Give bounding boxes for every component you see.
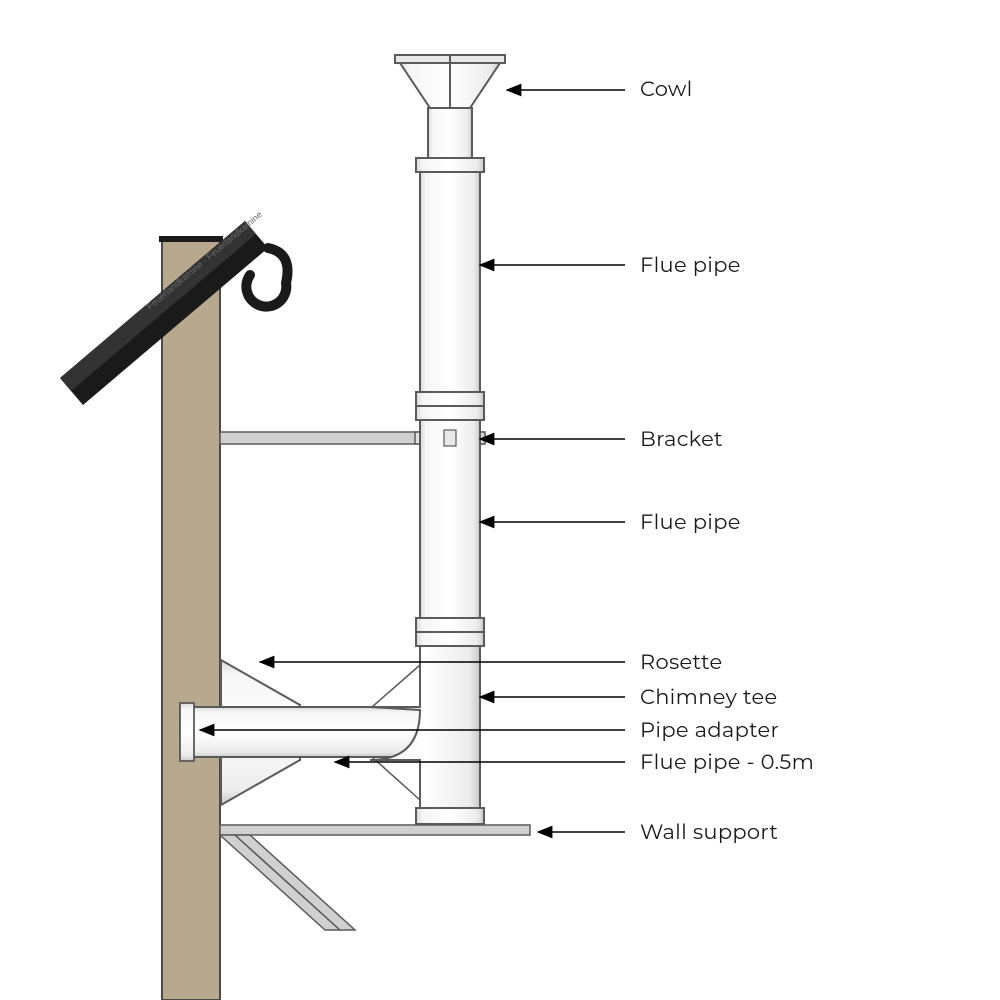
wall xyxy=(162,240,220,1000)
flue-stack xyxy=(415,108,485,646)
label-flue05: Flue pipe - 0.5m xyxy=(640,750,814,775)
cowl xyxy=(395,55,505,108)
label-flue2: Flue pipe xyxy=(640,510,741,535)
wall-support xyxy=(220,825,530,930)
chimney-diagram: Feuerlandkamine · Feuerlandkamine xyxy=(0,0,1000,1000)
label-bracket: Bracket xyxy=(640,427,723,452)
label-cowl: Cowl xyxy=(640,77,693,102)
label-flue1: Flue pipe xyxy=(640,253,741,278)
label-support: Wall support xyxy=(640,820,778,845)
label-rosette: Rosette xyxy=(640,650,722,675)
horizontal-pipe xyxy=(180,703,432,761)
label-tee: Chimney tee xyxy=(640,685,777,710)
label-adapter: Pipe adapter xyxy=(640,718,779,743)
